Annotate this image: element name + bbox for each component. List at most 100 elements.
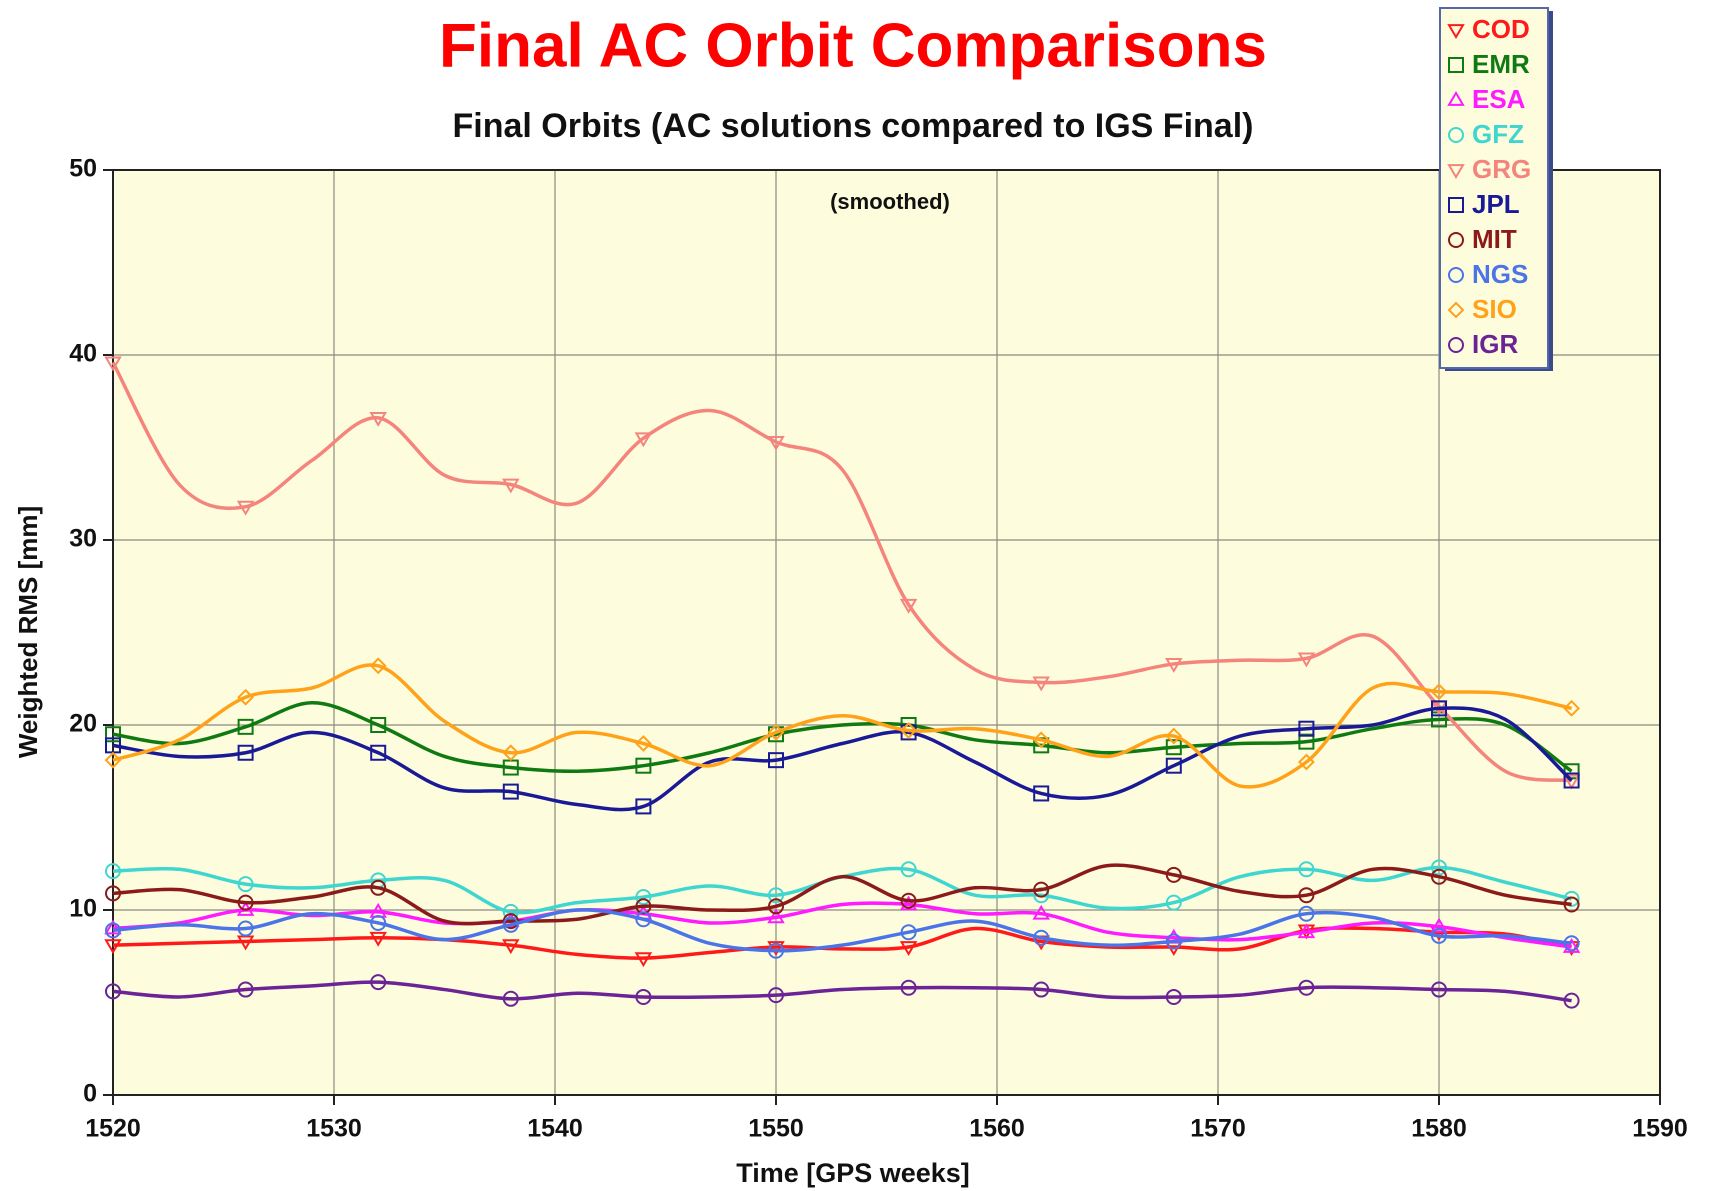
data-point [899,941,918,956]
data-point [502,990,519,1007]
data-point [900,722,918,739]
data-point [1165,894,1182,911]
data-point [104,939,122,955]
data-point [1298,979,1315,996]
data-point [370,744,387,761]
data-point [1033,929,1050,946]
data-point [634,432,653,448]
data-line [112,863,1572,926]
data-point [105,922,121,939]
data-point [1431,868,1447,885]
data-point [237,744,254,761]
data-point [635,988,652,1005]
data-point [104,919,122,935]
data-point [1032,676,1050,692]
data-point [1165,757,1182,774]
data-point [900,892,917,909]
data-point [899,895,918,911]
data-point [370,914,387,931]
legend-marker [1448,267,1464,283]
x-tick-label: 1550 [748,1115,804,1143]
data-point [236,935,255,951]
data-point [1563,890,1580,907]
x-tick-label: 1570 [1190,1115,1246,1143]
legend-label: IGR [1472,329,1518,359]
data-point [635,798,652,815]
data-point [900,924,917,941]
x-tick-label: 1520 [85,1115,141,1143]
data-point [1297,753,1315,771]
data-line [112,663,1572,789]
legend-marker [1448,337,1464,353]
data-point [767,908,785,924]
data-point [1298,861,1315,878]
x-tick-label: 1530 [306,1115,362,1143]
legend-marker [1448,57,1464,73]
data-point [768,942,784,959]
data-point [105,983,121,1000]
data-point [635,757,652,774]
data-point [1297,923,1316,939]
annotation: (smoothed) [830,189,950,214]
data-point [369,931,387,947]
data-point [768,752,784,769]
data-point [1431,700,1447,717]
data-point [370,717,387,733]
x-axis-label: Time [GPS weeks] [736,1158,970,1188]
data-point [502,939,520,955]
data-point [635,898,652,915]
data-point [1563,772,1580,789]
legend-label: ESA [1472,84,1526,114]
data-point [502,744,520,762]
data-point [370,879,387,896]
chart-subtitle: Final Orbits (AC solutions compared to I… [453,107,1254,145]
data-point [635,889,652,906]
data-point [1165,739,1182,756]
legend-label: SIO [1472,294,1517,324]
data-point [1430,683,1448,701]
series [104,356,1581,790]
data-point [237,920,254,937]
series [105,974,1580,1009]
data-point [1297,652,1316,668]
data-point [1033,881,1050,898]
data-point [236,500,255,516]
series [105,905,1580,959]
data-point [105,863,121,880]
data-point [1431,859,1447,876]
grid: 1520 1530 1540 1550 1560 1570 1580 1590 0 10 20 30 4… [69,155,1688,1143]
legend-label: MIT [1472,224,1517,254]
data-point [1298,887,1315,904]
data-point [1431,981,1447,998]
data-point [1563,896,1580,913]
x-tick-label: 1580 [1411,1115,1467,1143]
data-point [767,723,785,741]
data-point [237,718,254,735]
data-point [237,688,255,706]
data-point [502,478,520,494]
legend-label: GRG [1472,154,1531,184]
legend-box [1439,7,1549,369]
legend-label: COD [1472,14,1530,44]
legend-label: JPL [1472,189,1520,219]
legend-label: EMR [1472,49,1530,79]
data-line [112,980,1572,1003]
data-point [1032,904,1050,920]
data-point [237,894,254,911]
legend-marker [1448,197,1464,213]
data-point [104,356,122,372]
data-line [112,701,1573,774]
y-tick-label: 40 [69,340,97,368]
data-point [369,657,387,675]
y-tick-label: 0 [83,1080,97,1108]
data-point [1431,927,1447,944]
data-point [237,981,254,998]
data-point [1563,935,1580,952]
lines [104,356,1581,1009]
data-point [634,735,652,752]
data-line [111,361,1572,783]
data-point [237,876,254,893]
data-point [767,436,785,451]
data-point [768,898,784,915]
data-point [1298,733,1315,750]
